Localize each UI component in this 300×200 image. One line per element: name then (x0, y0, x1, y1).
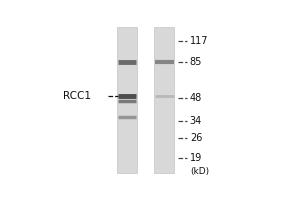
Text: 85: 85 (190, 57, 202, 67)
Bar (117, 27, 137, 173)
Text: 117: 117 (190, 36, 208, 46)
Text: 34: 34 (190, 116, 202, 126)
Text: (kD): (kD) (190, 167, 209, 176)
Text: 26: 26 (190, 133, 202, 143)
Text: RCC1: RCC1 (63, 91, 91, 101)
Text: 19: 19 (190, 153, 202, 163)
Bar (154, 27, 174, 173)
Text: 48: 48 (190, 93, 202, 103)
